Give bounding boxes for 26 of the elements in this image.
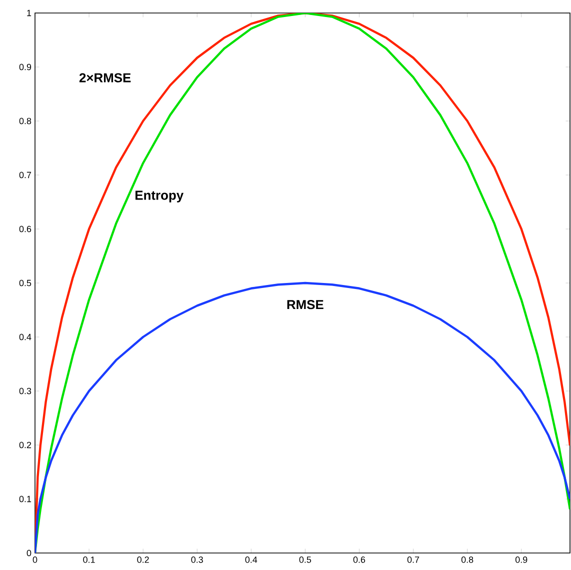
x-tick-label: 0.4	[245, 556, 258, 563]
y-tick-label: 0.3	[19, 388, 32, 394]
y-tick-label: 0.5	[19, 280, 32, 286]
y-tick-label: 0.4	[19, 334, 32, 340]
x-tick-label: 0.8	[461, 556, 474, 563]
x-tick-label: 0.3	[191, 556, 203, 563]
annotation: 2×RMSE	[79, 73, 131, 82]
x-tick-label: 0.7	[407, 556, 420, 563]
y-tick-label: 0.2	[19, 442, 32, 448]
annotation: RMSE	[287, 300, 324, 310]
y-tick-label: 0.1	[19, 496, 32, 502]
x-tick-label: 0.9	[515, 556, 528, 563]
annotation: Entropy	[136, 190, 184, 202]
line-series	[35, 12, 570, 553]
line-series	[35, 282, 570, 553]
y-tick-label: 0.6	[19, 226, 32, 232]
x-tick-label: 0	[32, 556, 38, 563]
x-tick-label: 0.2	[137, 556, 149, 563]
y-tick-label: 0.8	[19, 118, 32, 124]
y-tick-label: 1	[27, 10, 32, 16]
y-tick-label: 0	[26, 550, 32, 556]
x-tick-label: 0.6	[353, 556, 366, 563]
x-tick-label: 0.1	[83, 556, 95, 563]
x-tick-label: 0.5	[299, 556, 312, 563]
y-tick-label: 0.7	[19, 172, 32, 178]
y-tick-label: 0.9	[19, 64, 32, 70]
